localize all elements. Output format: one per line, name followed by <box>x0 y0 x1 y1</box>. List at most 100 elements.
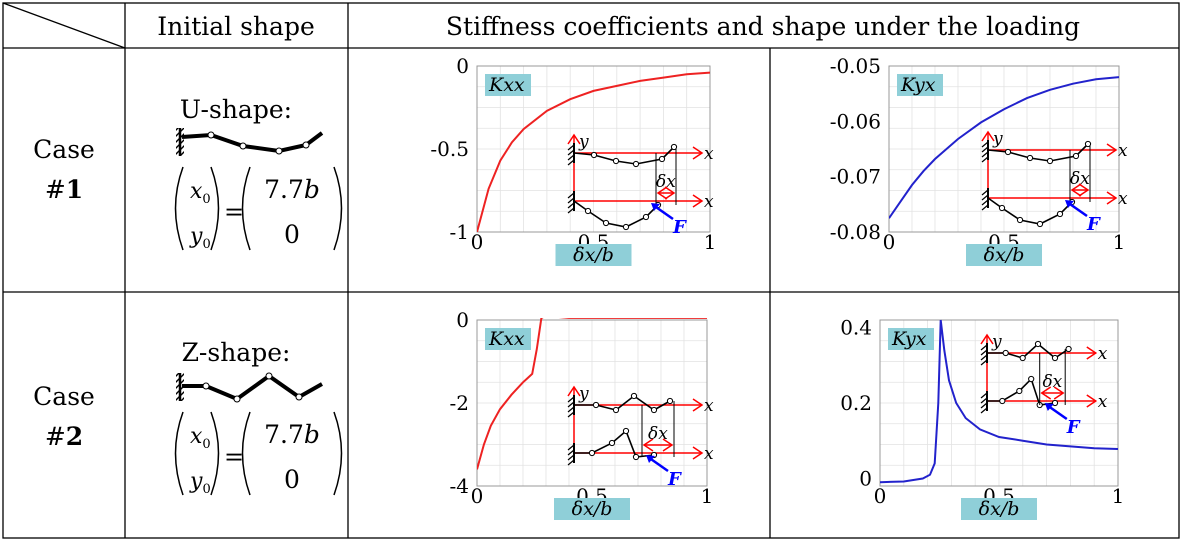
z-shape-sketch <box>176 372 323 403</box>
title-badge <box>485 328 531 350</box>
joint <box>602 219 610 227</box>
wall-hatch <box>567 401 575 408</box>
chart-title: Kyx <box>900 74 936 96</box>
arrow-head <box>642 438 654 452</box>
x-axis-label: δx/b <box>572 498 613 520</box>
xlabel-badge <box>554 498 630 520</box>
wall-hatch <box>981 189 989 196</box>
plot-frame <box>476 65 711 233</box>
arrow-head <box>656 186 668 200</box>
joint <box>590 151 598 159</box>
series-line <box>889 76 1119 219</box>
y-tick-label: -0.5 <box>430 137 469 161</box>
arrow-head <box>692 398 704 412</box>
svg-text:#2: #2 <box>45 422 83 451</box>
joint <box>630 392 638 400</box>
arrow-head <box>1086 394 1098 408</box>
svg-text:=: = <box>224 198 244 226</box>
y-tick-label: -0.06 <box>830 109 881 133</box>
svg-text:y0: y0 <box>189 224 211 252</box>
wall-hatch <box>567 406 575 413</box>
force-arrow-head <box>1065 200 1074 208</box>
wall-hatch <box>980 392 988 399</box>
initial-shape-case-1: U-shape: x0 y0 = 7.7b 0 <box>174 95 343 252</box>
wall-hatch <box>567 149 575 156</box>
y-tick-label: -0.05 <box>830 54 881 78</box>
joint <box>1056 210 1064 218</box>
y-tick-label: 0.4 <box>840 316 872 340</box>
arrow-head <box>662 438 674 452</box>
y-label: y <box>578 384 589 404</box>
x-tick-label: 0 <box>874 484 887 508</box>
grid <box>477 66 710 232</box>
joint <box>1036 220 1044 228</box>
force-arrow-head <box>651 203 660 211</box>
arrow-head <box>980 333 994 345</box>
x-tick-label: 1 <box>704 230 717 254</box>
x-label: x <box>1098 392 1108 412</box>
inset-schematic-case-1-kyx: y x x δx F <box>981 129 1128 235</box>
wall-hatch <box>980 407 988 414</box>
xlabel-badge <box>555 244 632 266</box>
wall-hatch <box>567 454 575 461</box>
wall-hatch <box>981 199 989 206</box>
y-tick-label: 0 <box>456 54 469 78</box>
y-tick-label: -2 <box>450 391 469 415</box>
initial-shape-case-2: Z-shape: x0 y0 = 7.7b 0 <box>174 338 343 497</box>
wall-hatch <box>567 411 575 418</box>
wall-hatch <box>981 156 989 163</box>
joint <box>1046 157 1054 165</box>
svg-text:x0: x0 <box>190 424 211 452</box>
wall-hatch <box>567 202 575 209</box>
y-label: y <box>578 132 589 152</box>
plot-frame <box>879 319 1119 487</box>
joint <box>584 207 592 215</box>
series-line <box>477 318 707 470</box>
joint <box>1026 154 1034 162</box>
joint <box>632 453 640 461</box>
wall-hatch <box>567 459 575 466</box>
x-tick-label: 1 <box>1113 230 1126 254</box>
series-line <box>477 71 710 232</box>
joint <box>1019 354 1026 362</box>
wall-hatch <box>567 396 575 403</box>
xlabel-badge <box>966 244 1042 266</box>
joint <box>670 143 678 151</box>
arrow-head <box>567 133 581 145</box>
arrow-head <box>1070 183 1082 197</box>
title-badge <box>897 74 943 96</box>
x-label: x <box>704 192 714 212</box>
wall-hatch <box>981 146 989 153</box>
y-label: y <box>992 129 1003 149</box>
wall-hatch <box>567 207 575 214</box>
joint <box>1004 148 1012 156</box>
wall-hatch <box>981 141 989 148</box>
arrow-head <box>692 146 704 160</box>
joint <box>1065 345 1072 353</box>
wall-hatch <box>980 344 988 351</box>
joint <box>1084 140 1092 148</box>
x-label: x <box>1098 344 1108 364</box>
x-axis-label: δx/b <box>979 498 1020 520</box>
shape-name: Z-shape: <box>182 338 291 367</box>
x-label: x <box>704 444 714 464</box>
plot-frame <box>476 319 708 487</box>
svg-text:y0: y0 <box>189 469 211 497</box>
svg-text:Case: Case <box>33 135 95 164</box>
chart-title: Kxx <box>488 328 525 350</box>
y-tick-label: 0 <box>456 308 469 332</box>
wall-hatch <box>980 354 988 361</box>
arrow-head <box>567 385 581 397</box>
joint <box>650 406 658 414</box>
arrow-head <box>981 130 995 142</box>
header-stiffness: Stiffness coefficients and shape under t… <box>446 12 1080 41</box>
force-label: F <box>1066 417 1081 438</box>
arrow-head <box>1040 386 1052 400</box>
y-tick-label: -0.08 <box>830 220 881 244</box>
joint <box>1002 349 1009 357</box>
inset-schematic-case-2-kyx: y x x δx F <box>980 332 1108 438</box>
joint <box>658 155 666 163</box>
joint <box>1072 152 1080 160</box>
